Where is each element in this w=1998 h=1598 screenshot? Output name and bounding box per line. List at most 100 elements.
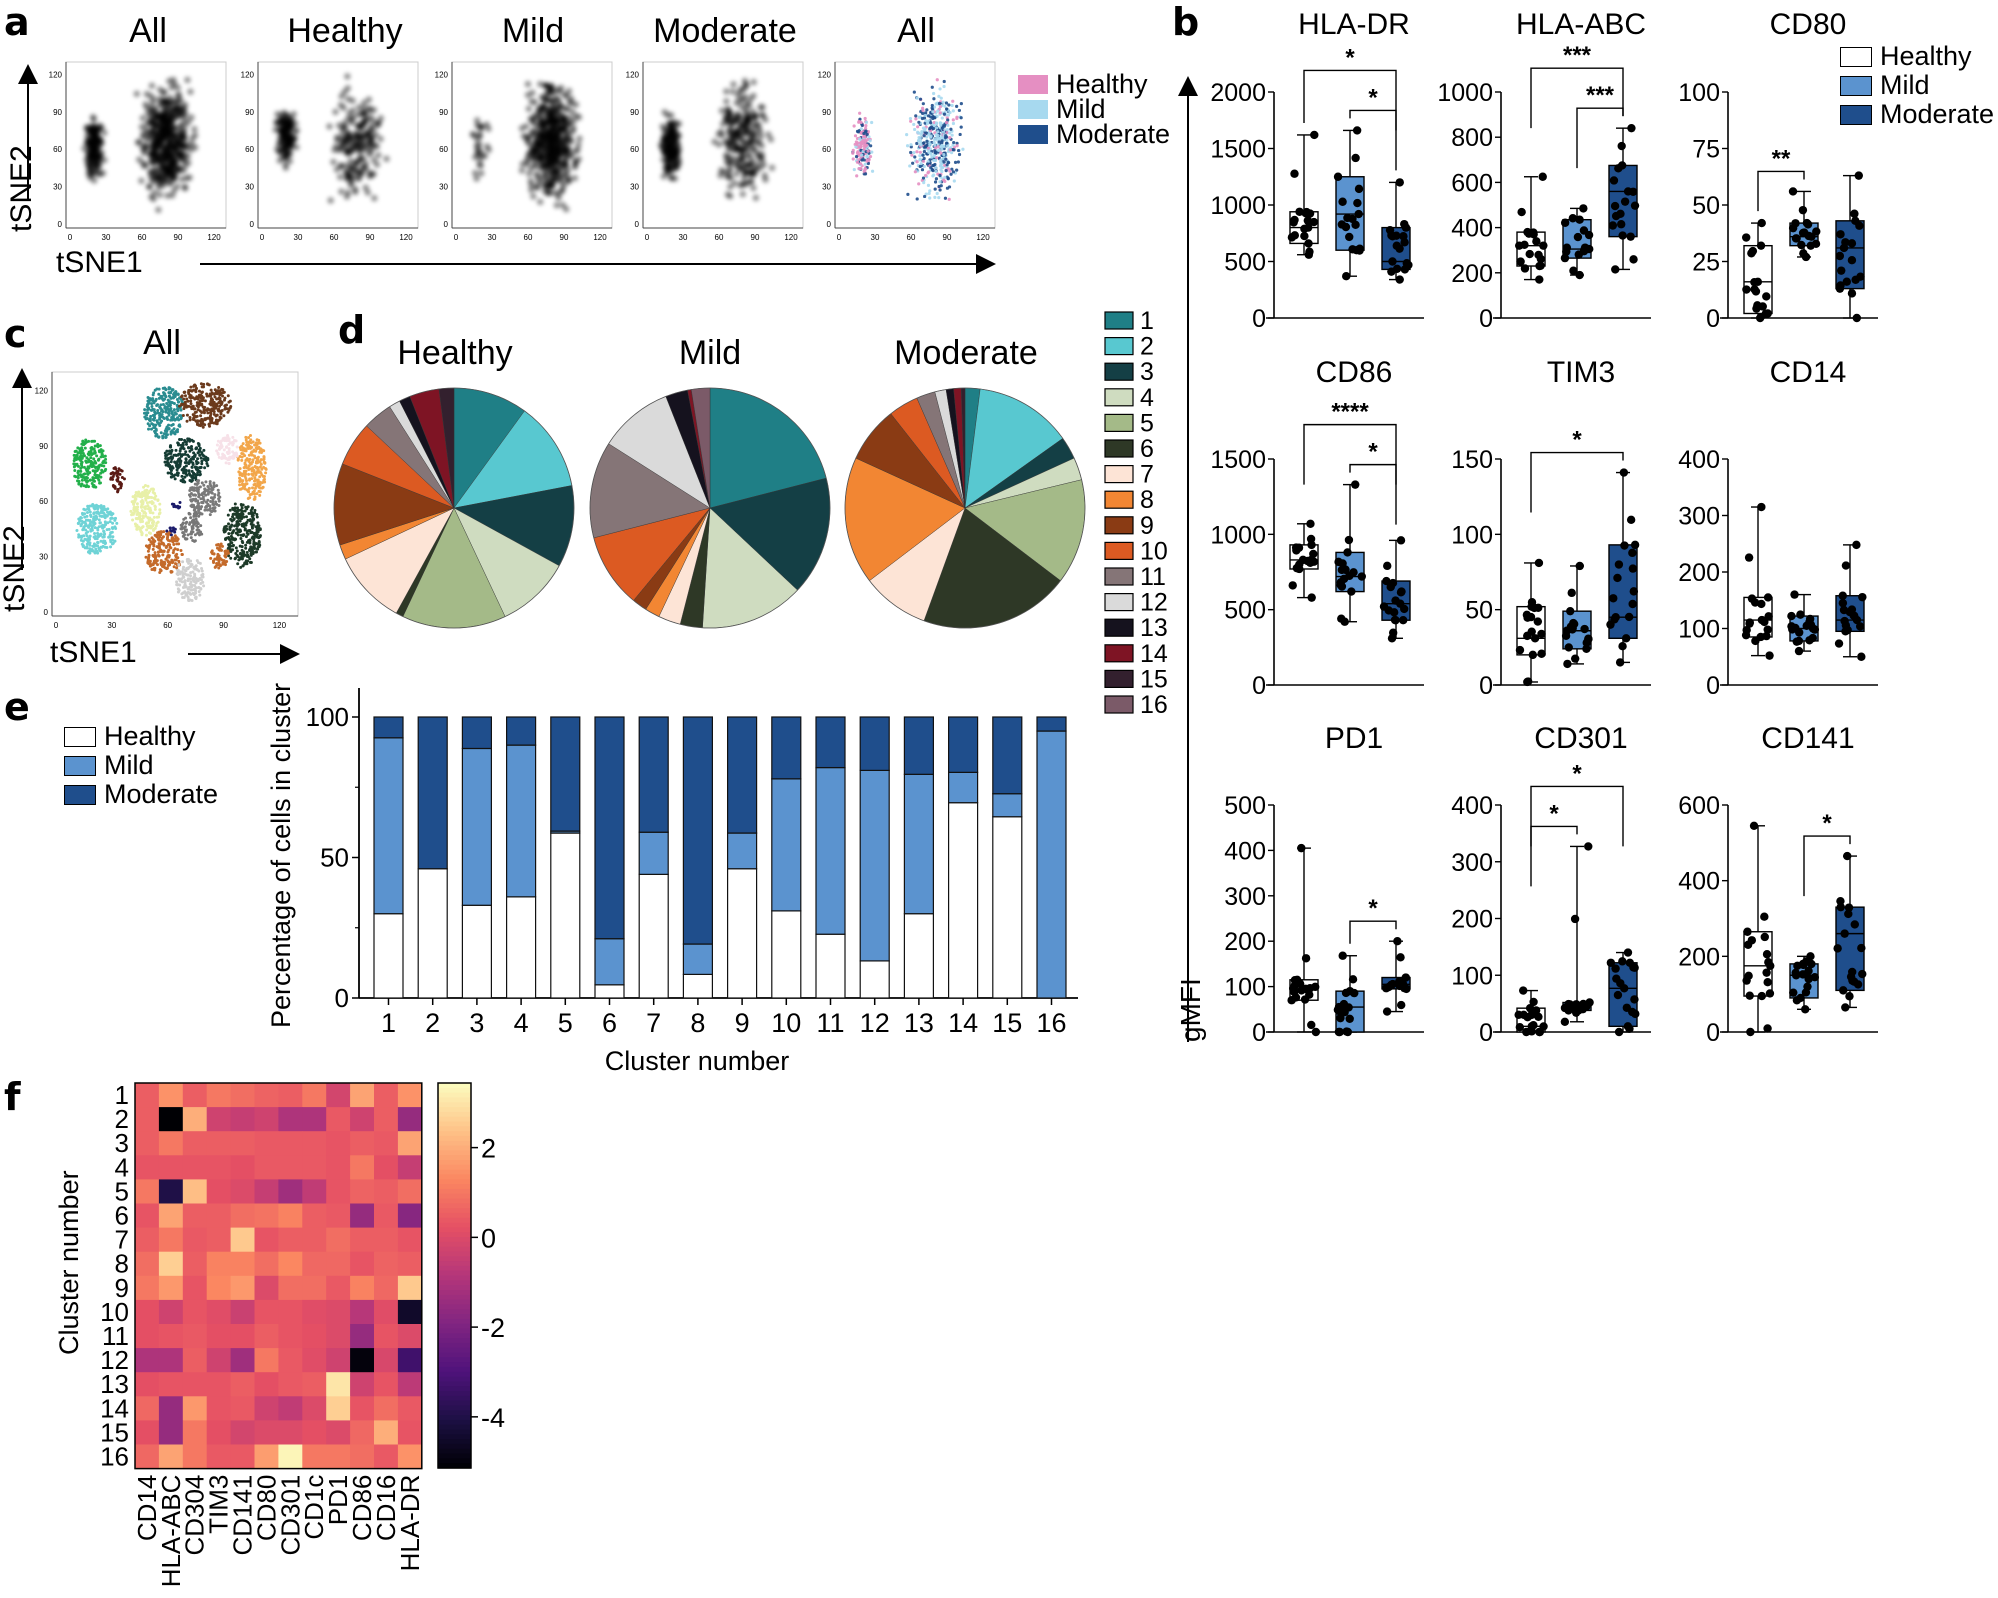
cell-point	[198, 466, 202, 470]
cell-point	[101, 540, 105, 544]
cell-point	[253, 486, 257, 490]
cell-point	[208, 402, 212, 406]
cell-point	[151, 547, 155, 551]
cell-point	[153, 505, 157, 509]
cell-point	[730, 81, 737, 88]
cell-point	[201, 396, 205, 400]
cell-point	[519, 160, 526, 168]
cell-point	[91, 476, 95, 480]
cell-point	[97, 518, 101, 522]
cell-point	[280, 146, 287, 154]
cell-point	[89, 464, 93, 468]
cell-point	[862, 147, 866, 151]
cell-point	[144, 512, 148, 516]
cell-point	[248, 547, 252, 551]
cell-point	[239, 448, 243, 452]
x-tick-label: 120	[784, 233, 798, 242]
cell-point	[199, 382, 203, 386]
cell-point	[100, 514, 104, 518]
cell-point	[170, 187, 178, 194]
cell-point	[215, 390, 219, 394]
cell-point	[937, 137, 941, 141]
cell-point	[258, 475, 262, 479]
cell-point	[199, 497, 203, 501]
y-tick-label: 30	[822, 183, 831, 192]
cell-point	[250, 506, 254, 510]
cell-point	[565, 175, 573, 182]
cell-point	[531, 99, 539, 106]
cell-point	[912, 90, 916, 94]
cell-point	[206, 458, 210, 462]
cell-point	[750, 121, 758, 129]
cell-point	[200, 403, 204, 407]
cell-point	[927, 133, 931, 137]
cell-point	[99, 475, 103, 479]
cell-point	[138, 511, 142, 515]
cell-point	[218, 397, 222, 401]
cell-point	[238, 467, 242, 471]
cell-point	[167, 423, 171, 427]
x-tick-label: 0	[260, 233, 265, 242]
cell-point	[96, 528, 100, 532]
y-tick-label: 60	[53, 145, 62, 154]
cell-point	[86, 472, 90, 476]
cell-point	[932, 97, 936, 101]
cell-point	[762, 116, 769, 123]
cell-point	[537, 114, 544, 122]
cell-point	[150, 422, 154, 426]
cell-point	[920, 116, 925, 121]
cell-point	[131, 495, 135, 499]
cell-point	[922, 164, 926, 169]
cell-point	[160, 409, 164, 413]
cell-point	[157, 422, 161, 426]
panel-b-legend: Healthy Mild Moderate	[1840, 41, 1994, 129]
cell-point	[203, 487, 207, 491]
cell-point	[253, 476, 257, 480]
cell-point	[858, 111, 862, 115]
cell-point	[927, 150, 931, 155]
cell-point	[155, 432, 159, 436]
cell-point	[213, 395, 217, 399]
cell-point	[524, 80, 532, 88]
cell-point	[203, 399, 207, 403]
cell-point	[80, 456, 84, 460]
cell-point	[225, 403, 229, 407]
cell-point	[750, 184, 757, 192]
cell-point	[729, 88, 737, 95]
cell-point	[193, 397, 197, 401]
cell-point	[168, 408, 172, 412]
cell-point	[852, 167, 856, 172]
cell-point	[167, 387, 171, 391]
cell-point	[160, 150, 167, 158]
cell-point	[95, 515, 99, 519]
cell-point	[212, 406, 216, 410]
cell-point	[918, 164, 922, 169]
cell-point	[870, 169, 875, 173]
cell-point	[244, 472, 248, 476]
cell-point	[146, 507, 150, 511]
cell-point	[941, 100, 945, 104]
legend-swatch	[1840, 75, 1872, 96]
cell-point	[245, 443, 249, 447]
y-tick-label: 0	[58, 220, 63, 229]
cell-point	[192, 144, 199, 151]
cell-point	[152, 408, 156, 412]
cell-point	[338, 188, 345, 195]
cell-point	[949, 172, 953, 176]
cell-point	[184, 153, 192, 160]
cell-point	[752, 194, 760, 202]
cell-point	[228, 525, 232, 529]
cell-point	[203, 466, 207, 470]
cell-point	[360, 99, 368, 106]
cell-point	[134, 139, 142, 146]
cell-point	[169, 460, 173, 464]
y-tick-label: 60	[822, 145, 831, 154]
cell-point	[243, 562, 247, 566]
cell-point	[161, 386, 165, 390]
cell-point	[940, 126, 944, 130]
cell-point	[153, 429, 157, 433]
cell-point	[549, 118, 556, 125]
cell-point	[244, 435, 248, 439]
cell-point	[735, 144, 742, 152]
legend-swatch	[1018, 75, 1048, 94]
